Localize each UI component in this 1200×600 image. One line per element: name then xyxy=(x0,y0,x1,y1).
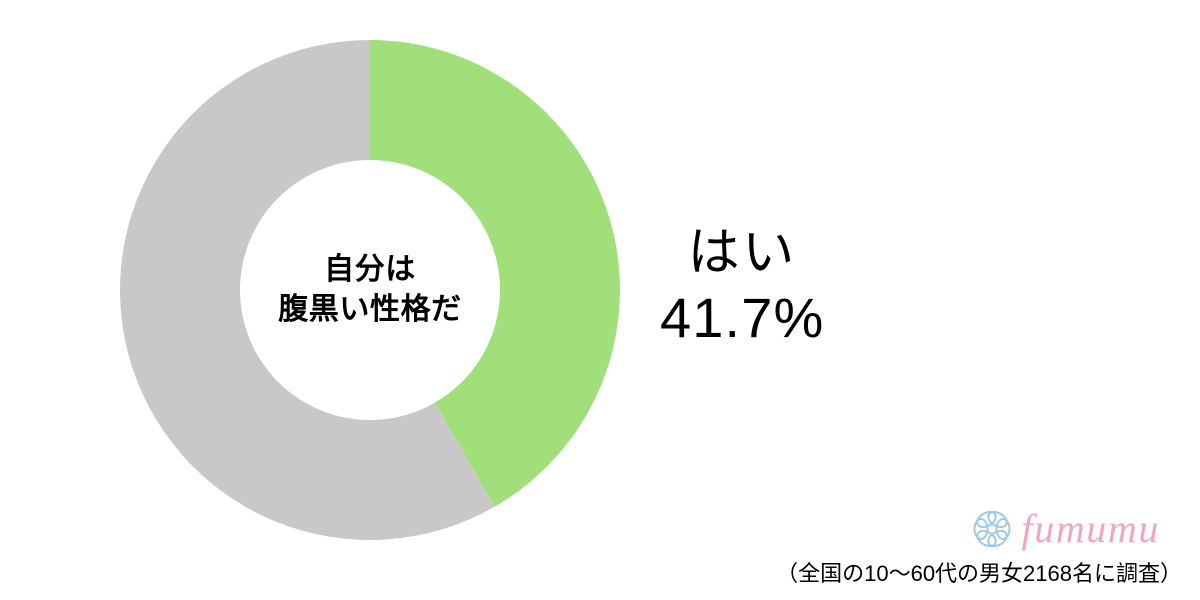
brand-flower-icon xyxy=(970,507,1014,551)
donut-svg xyxy=(120,40,620,540)
highlight-name: はい xyxy=(660,210,824,285)
highlight-label: はい 41.7% xyxy=(660,210,824,350)
brand-name: fumumu xyxy=(1022,505,1161,552)
donut-chart: 自分は 腹黒い性格だ xyxy=(120,40,620,540)
highlight-percent: 41.7% xyxy=(660,285,824,350)
survey-footnote: （全国の10〜60代の男女2168名に調査） xyxy=(776,556,1182,588)
brand-logo: fumumu xyxy=(970,505,1161,552)
